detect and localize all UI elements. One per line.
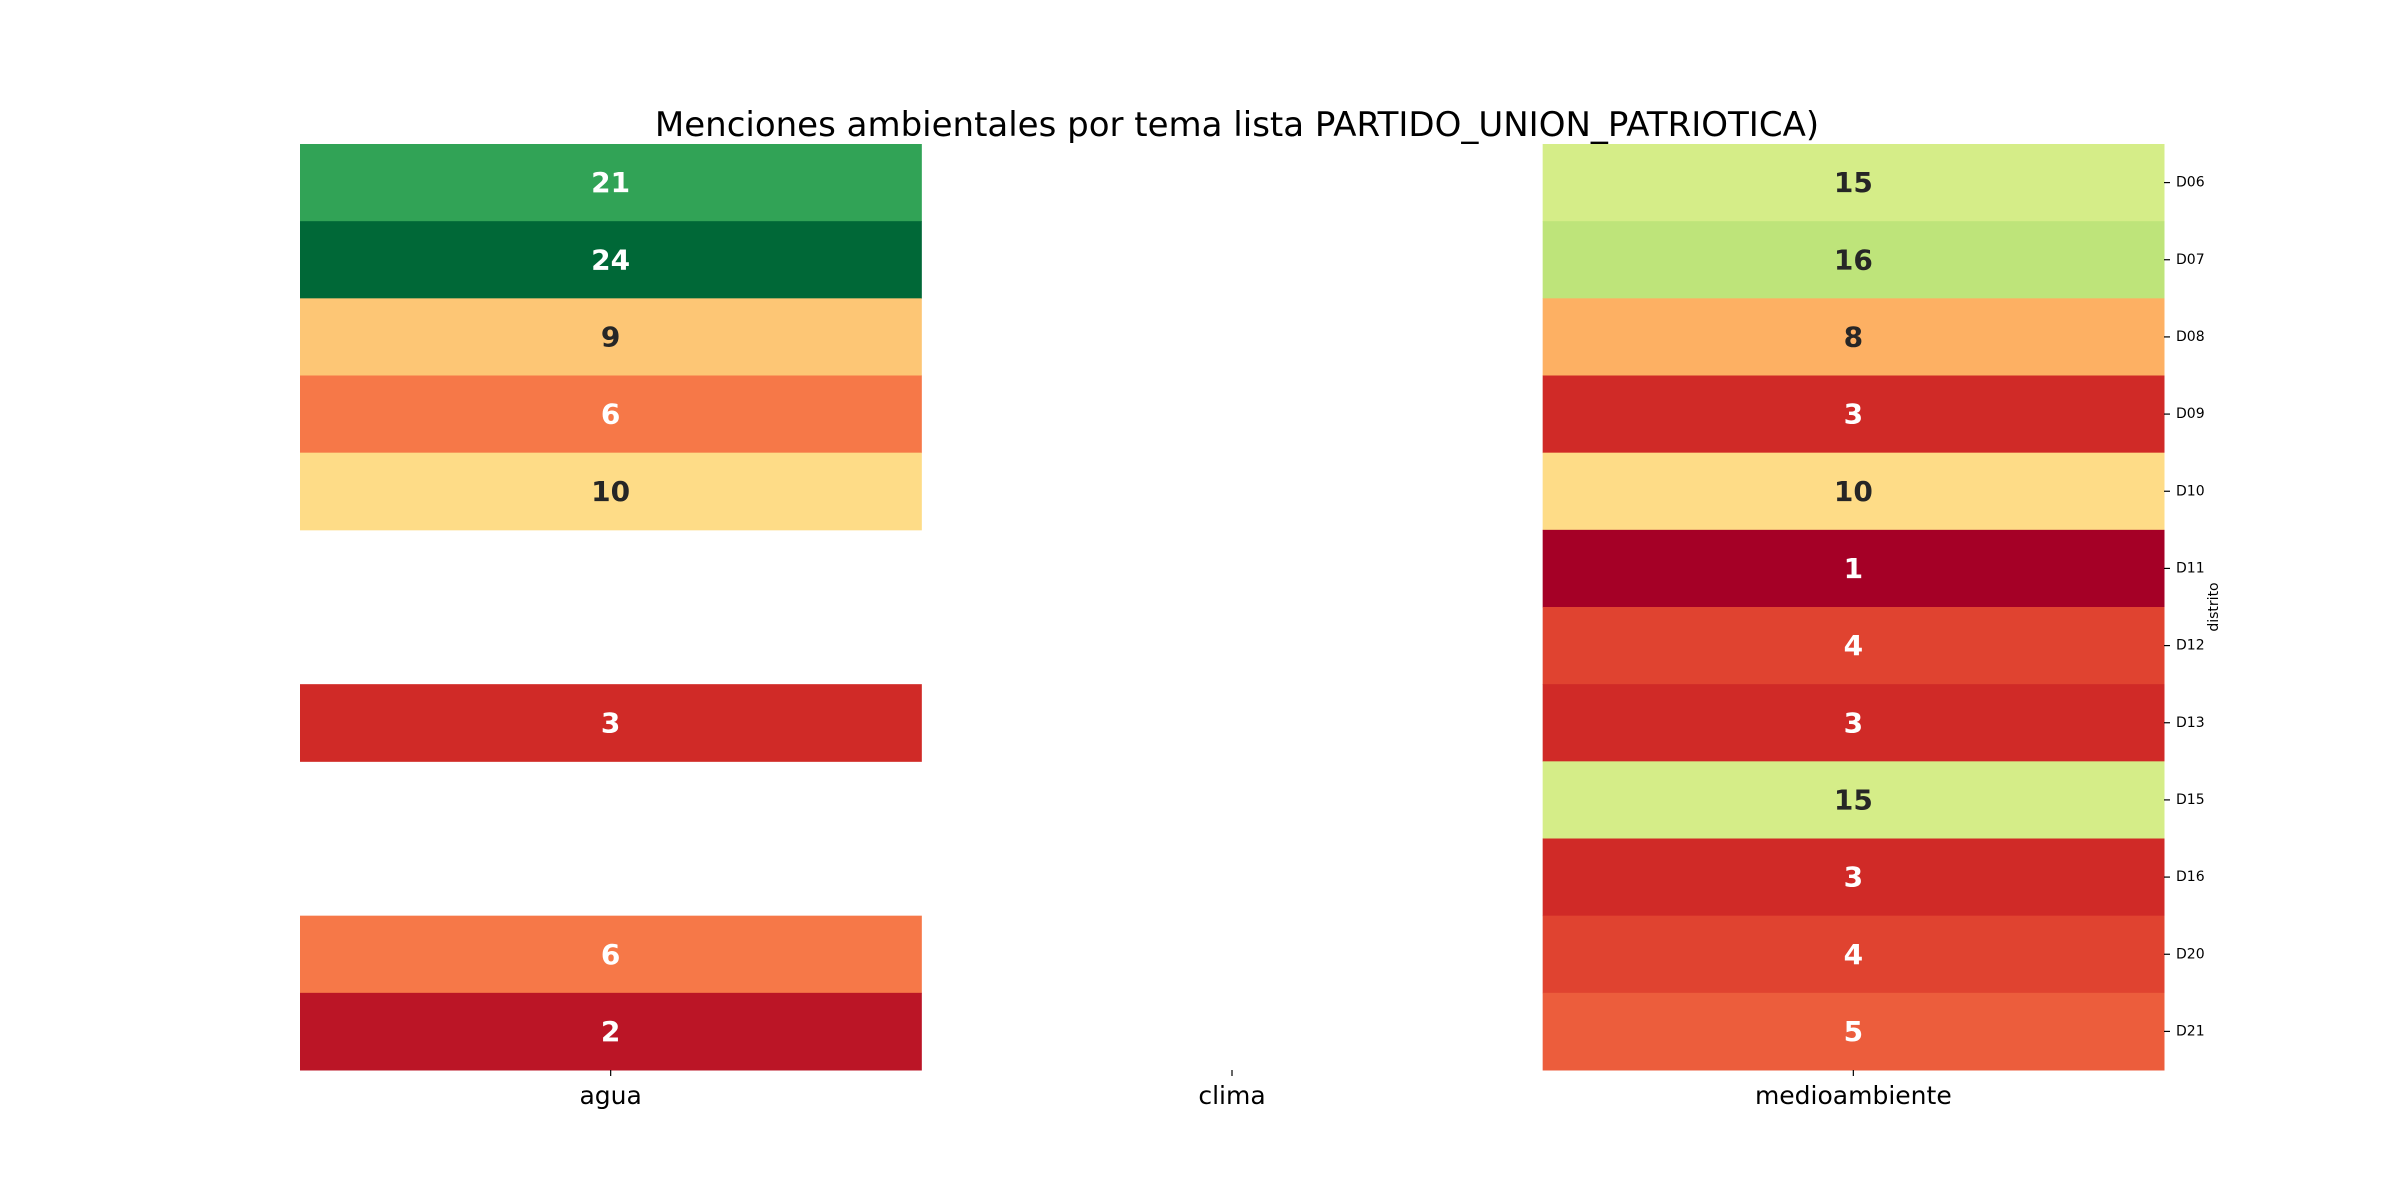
cell-value-label: 6	[601, 938, 620, 971]
heatmap-cell-D20-agua	[300, 915, 922, 994]
cell-value-label: 4	[1844, 938, 1863, 971]
y-tick-label: D13	[2176, 715, 2205, 731]
y-tick-label: D21	[2176, 1023, 2205, 1039]
heatmap-cell-D12-medioambiente	[1542, 607, 2165, 685]
heatmap-cell-D11-medioambiente	[1542, 529, 2165, 608]
cell-value-label: 21	[591, 166, 630, 199]
cell-value-label: 3	[1844, 398, 1863, 431]
cell-value-label: 10	[591, 475, 630, 508]
heatmap-cell-D08-agua	[300, 298, 922, 376]
y-tick-label: D06	[2176, 175, 2205, 191]
y-axis-label: distrito	[2206, 582, 2222, 631]
heatmap-cell-D10-medioambiente	[1542, 452, 2165, 531]
heatmap-cell-D13-agua	[300, 684, 922, 762]
heatmap-cell-D09-agua	[300, 375, 922, 454]
cell-value-label: 6	[601, 398, 620, 431]
cell-value-label: 3	[1844, 861, 1863, 894]
cell-value-label: 1	[1844, 552, 1863, 585]
x-tick-label: medioambiente	[1755, 1081, 1952, 1110]
heatmap-cell-D16-medioambiente	[1542, 838, 2165, 917]
cell-value-label: 10	[1834, 475, 1873, 508]
x-tick-label: agua	[579, 1081, 641, 1110]
cell-value-label: 16	[1834, 243, 1873, 276]
heatmap-cell-D20-medioambiente	[1542, 915, 2165, 994]
cell-value-label: 3	[601, 706, 620, 739]
x-tick-label: clima	[1198, 1081, 1265, 1110]
heatmap-cell-D08-medioambiente	[1542, 298, 2165, 376]
heatmap-cell-D21-medioambiente	[1542, 992, 2165, 1071]
cell-value-label: 2	[601, 1015, 620, 1048]
heatmap-cell-D15-medioambiente	[1542, 761, 2165, 839]
cell-value-label: 8	[1844, 320, 1863, 353]
y-tick-label: D08	[2176, 329, 2205, 345]
y-tick-label: D11	[2176, 560, 2205, 576]
heatmap-cell-D13-medioambiente	[1542, 684, 2165, 762]
y-tick-label: D16	[2176, 869, 2205, 885]
cell-value-label: 5	[1844, 1015, 1863, 1048]
chart-title: Menciones ambientales por tema lista PAR…	[655, 105, 1819, 145]
heatmap-cell-D06-medioambiente	[1542, 144, 2165, 222]
cell-value-label: 24	[591, 243, 630, 276]
y-tick-label: D20	[2176, 946, 2205, 962]
cell-value-label: 9	[601, 320, 620, 353]
cell-value-label: 3	[1844, 706, 1863, 739]
column-labels: agua clima medioambiente	[579, 1070, 1952, 1110]
cell-value-label: 15	[1834, 783, 1873, 816]
row-labels: D06 D07 D08 D09 D10 D11 D12 D13 D15 D16 D20 D21	[2164, 175, 2205, 1039]
y-tick-label: D09	[2176, 406, 2205, 422]
cell-value-label: 15	[1834, 166, 1873, 199]
y-tick-label: D10	[2176, 483, 2205, 499]
heatmap-cell-D10-agua	[300, 452, 922, 531]
y-tick-label: D15	[2176, 792, 2205, 808]
heatmap-cell-D06-agua	[300, 144, 922, 222]
y-tick-label: D07	[2176, 252, 2205, 268]
y-tick-label: D12	[2176, 638, 2205, 654]
heatmap-cell-D07-agua	[300, 221, 922, 299]
heatmap-cell-D09-medioambiente	[1542, 375, 2165, 454]
cell-value-label: 4	[1844, 629, 1863, 662]
heatmap-cell-D07-medioambiente	[1542, 221, 2165, 299]
heatmap-cell-D21-agua	[300, 992, 922, 1071]
heatmap-cells: 21 15 24 16 9 8 6 3 10 10 1 4 3 3 15 3 6 4 2 5	[300, 144, 2165, 1071]
